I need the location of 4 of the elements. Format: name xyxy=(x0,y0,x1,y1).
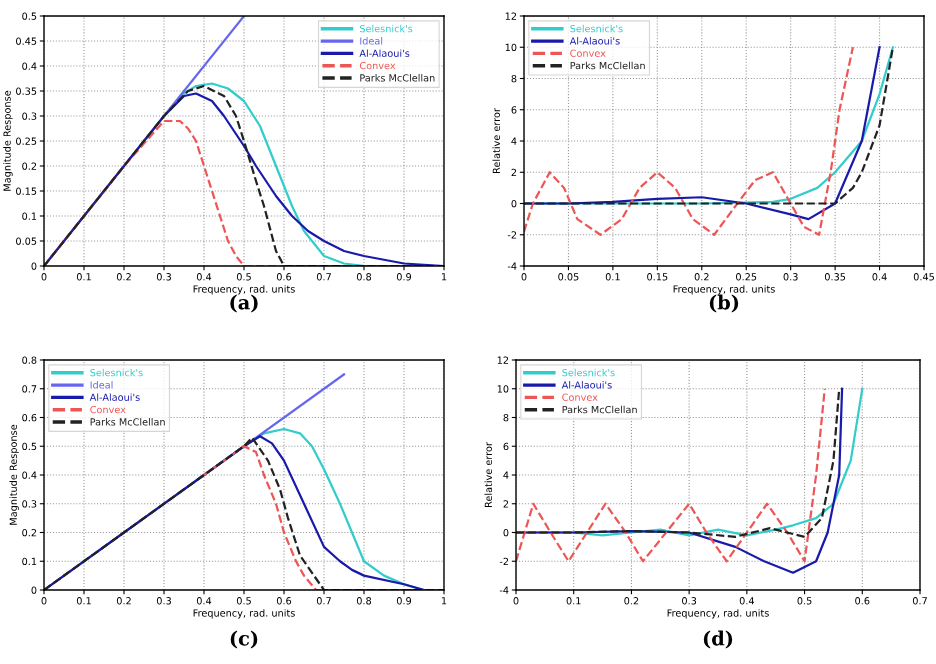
text: (d) xyxy=(703,630,733,649)
text: (b) xyxy=(709,294,739,313)
text: (c) xyxy=(230,630,258,649)
text: (a) xyxy=(230,294,258,313)
